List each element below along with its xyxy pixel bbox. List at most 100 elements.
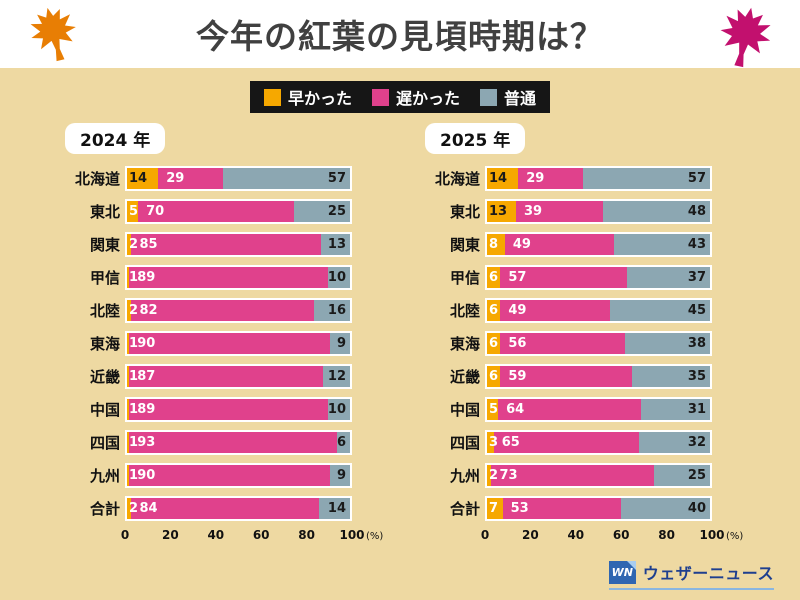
legend-swatch-early — [263, 88, 281, 106]
category-label: 中国 — [89, 401, 120, 419]
chart-row: 東北 5 70 25 — [65, 195, 352, 228]
segment-late — [500, 267, 628, 288]
segment-early — [127, 432, 130, 453]
category-label: 東北 — [89, 203, 120, 221]
value-label-normal: 37 — [687, 270, 706, 285]
chart-row: 東海 1 90 9 — [65, 327, 352, 360]
stacked-bar: 6 59 35 — [485, 364, 712, 389]
legend-label: 遅かった — [395, 89, 460, 108]
segment-normal — [620, 498, 710, 519]
weathernews-logo-icon: WN — [608, 560, 636, 584]
stacked-bar: 14 29 57 — [125, 166, 352, 191]
charts: 2024 年 北海道 14 29 57 東北 5 70 25 関東 2 85 13 甲信 1 89 10 北陸 2… — [0, 113, 800, 546]
value-label-late: 49 — [508, 303, 527, 318]
category-label: 東北 — [449, 203, 480, 221]
stacked-bar: 5 70 25 — [125, 199, 352, 224]
chart-row: 甲信 1 89 10 — [65, 261, 352, 294]
brand-name: ウェザーニュース — [642, 564, 774, 583]
legend-item: 早かった — [263, 85, 352, 109]
segment-normal — [327, 267, 350, 288]
value-label-early: 2 — [129, 303, 139, 318]
segment-early — [487, 168, 519, 189]
value-label-normal: 10 — [327, 402, 346, 417]
chart-row: 九州 1 90 9 — [65, 459, 352, 492]
segment-late — [129, 432, 337, 453]
value-label-early: 1 — [129, 402, 139, 417]
legend-item: 遅かった — [371, 85, 460, 109]
axis-tick: 80 — [298, 528, 315, 542]
chart-row: 近畿 1 87 12 — [65, 360, 352, 393]
category-label: 九州 — [89, 467, 120, 485]
value-label-late: 64 — [506, 402, 525, 417]
category-label: 四国 — [89, 434, 120, 452]
value-label-late: 70 — [146, 204, 165, 219]
value-label-late: 39 — [523, 204, 543, 219]
segment-early — [127, 300, 132, 321]
value-label-normal: 12 — [327, 369, 346, 384]
value-label-early: 1 — [129, 336, 139, 351]
axis-tick: 80 — [658, 528, 675, 542]
value-label-late: 85 — [139, 237, 158, 252]
axis-tick: 20 — [162, 528, 179, 542]
value-label-normal: 57 — [687, 171, 706, 186]
segment-late — [500, 333, 626, 354]
segment-normal — [327, 399, 350, 420]
segment-normal — [329, 333, 350, 354]
chart-row: 九州 2 73 25 — [425, 459, 712, 492]
segment-early — [127, 201, 139, 222]
x-axis: 0 20 40 60 80 100 (%) — [121, 528, 383, 546]
chart-2024: 2024 年 北海道 14 29 57 東北 5 70 25 関東 2 85 13 甲信 1 89 10 北陸 2… — [65, 123, 383, 546]
chart-row: 中国 1 89 10 — [65, 393, 352, 426]
axis-tick: 60 — [252, 528, 270, 542]
axis-tick: 100 — [339, 528, 365, 542]
chart-row: 関東 8 49 43 — [425, 228, 712, 261]
year-badge-2024: 2024 年 — [65, 123, 166, 154]
value-label-late: 49 — [512, 237, 531, 252]
segment-normal — [625, 333, 710, 354]
segment-early — [487, 300, 501, 321]
value-label-early: 6 — [489, 369, 499, 384]
segment-normal — [582, 168, 710, 189]
value-label-early: 14 — [129, 171, 148, 186]
segment-early — [127, 399, 130, 420]
segment-normal — [294, 201, 350, 222]
value-label-normal: 45 — [687, 303, 706, 318]
segment-late — [491, 465, 655, 486]
category-label: 関東 — [89, 236, 120, 254]
segment-normal — [314, 300, 350, 321]
stacked-bar: 8 49 43 — [485, 232, 712, 257]
axis-tick: 20 — [522, 528, 539, 542]
stacked-bar: 2 82 16 — [125, 298, 352, 323]
value-label-late: 84 — [139, 501, 158, 516]
category-label: 関東 — [449, 236, 480, 254]
segment-late — [515, 201, 603, 222]
maple-leaf-right-icon — [720, 7, 771, 68]
axis-unit: (%) — [726, 531, 744, 542]
stacked-bar: 5 64 31 — [485, 397, 712, 422]
chart-row: 北海道 14 29 57 — [65, 162, 352, 195]
value-label-normal: 38 — [687, 336, 706, 351]
value-label-early: 6 — [489, 303, 499, 318]
chart-row: 北陸 6 49 45 — [425, 294, 712, 327]
segment-early — [487, 465, 492, 486]
chart-row: 東海 6 56 38 — [425, 327, 712, 360]
segment-normal — [222, 168, 350, 189]
segment-late — [131, 234, 321, 255]
segment-late — [498, 399, 641, 420]
value-label-late: 89 — [137, 270, 156, 285]
value-label-early: 1 — [129, 435, 139, 450]
value-label-normal: 13 — [327, 237, 346, 252]
segment-early — [487, 201, 516, 222]
category-label: 北陸 — [89, 302, 120, 320]
value-label-early: 14 — [489, 171, 508, 186]
value-label-late: 57 — [508, 270, 527, 285]
segment-normal — [602, 201, 710, 222]
category-label: 近畿 — [449, 368, 480, 386]
segment-normal — [627, 267, 710, 288]
stacked-bar: 2 84 14 — [125, 496, 352, 521]
segment-early — [487, 432, 494, 453]
segment-late — [518, 168, 583, 189]
category-label: 北陸 — [449, 302, 480, 320]
value-label-normal: 25 — [327, 204, 346, 219]
brand-footer: WN ウェザーニュース — [608, 560, 774, 590]
